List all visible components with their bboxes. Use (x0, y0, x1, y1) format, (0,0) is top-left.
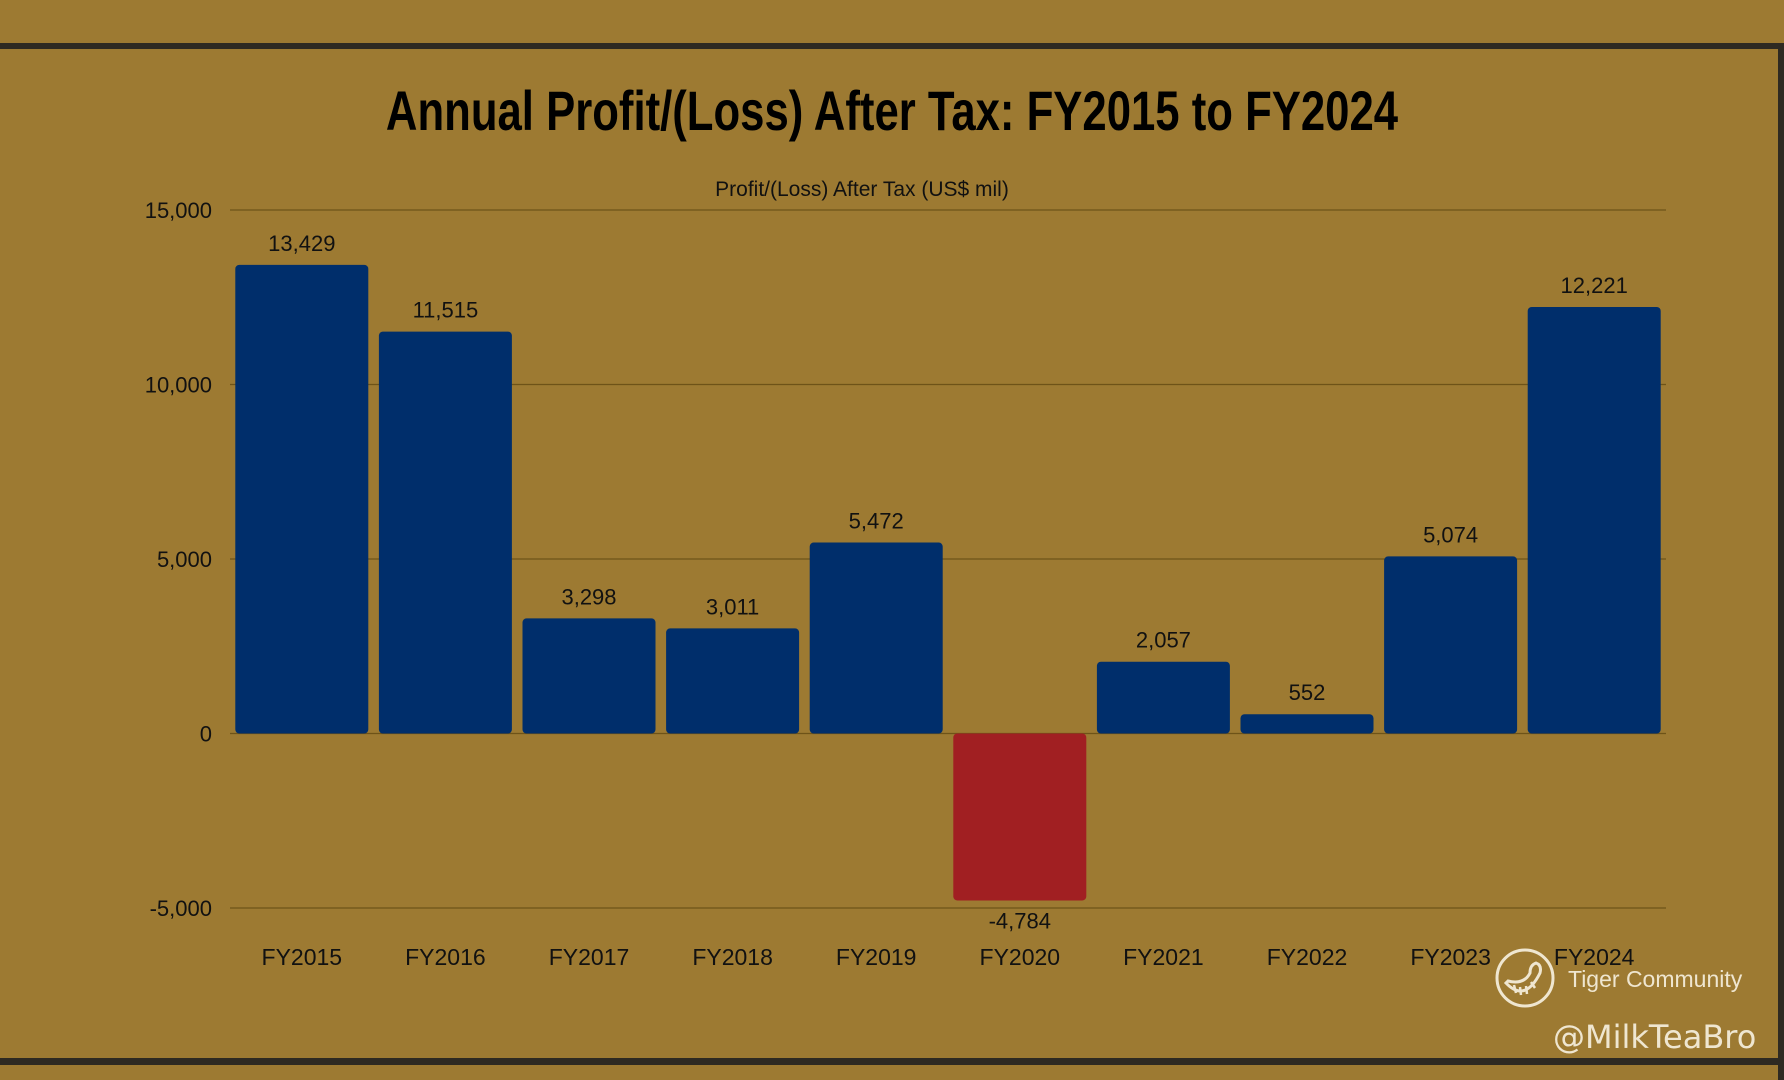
bar-fy2018 (666, 628, 800, 734)
data-label: 3,298 (561, 584, 616, 609)
bar-fy2019 (809, 542, 943, 734)
x-tick-label: FY2020 (980, 944, 1061, 970)
frame-right-border (1778, 43, 1784, 1080)
data-label: 11,515 (413, 298, 479, 323)
bar-fy2015 (235, 264, 369, 734)
data-label: 2,057 (1136, 628, 1191, 653)
y-tick-label: 10,000 (145, 373, 212, 398)
x-tick-label: FY2018 (692, 944, 773, 970)
x-tick-label: FY2016 (405, 944, 486, 970)
y-tick-label: 15,000 (145, 198, 212, 223)
tiger-logo-icon (1494, 947, 1556, 1009)
bar-fy2016 (378, 331, 512, 734)
data-label: 3,011 (706, 594, 759, 619)
bar-fy2017 (522, 618, 656, 734)
data-label: 5,074 (1423, 522, 1478, 547)
data-label: 13,429 (268, 231, 335, 256)
watermark-user: @MilkTeaBro (1553, 1018, 1757, 1056)
data-label: 5,472 (849, 509, 904, 534)
data-label: -4,784 (989, 908, 1051, 933)
y-tick-label: 5,000 (157, 547, 212, 572)
x-tick-label: FY2017 (549, 944, 630, 970)
bar-fy2021 (1096, 661, 1230, 734)
x-tick-label: FY2022 (1267, 944, 1348, 970)
bar-fy2020 (953, 733, 1087, 901)
bar-fy2023 (1384, 556, 1518, 734)
x-tick-label: FY2015 (262, 944, 343, 970)
x-tick-label: FY2023 (1410, 944, 1491, 970)
data-label: 12,221 (1561, 273, 1628, 298)
y-tick-label: -5,000 (150, 896, 212, 921)
x-tick-label: FY2021 (1123, 944, 1204, 970)
x-tick-label: FY2019 (836, 944, 917, 970)
frame-bottom-border (0, 1058, 1784, 1065)
x-tick-label: FY2024 (1554, 944, 1635, 970)
watermark-brand: Tiger Community (1568, 966, 1743, 992)
bar-fy2024 (1527, 306, 1661, 734)
chart-subtitle: Profit/(Loss) After Tax (US$ mil) (715, 178, 1009, 201)
frame-top-border (0, 43, 1784, 49)
y-tick-label: 0 (200, 722, 212, 747)
data-label: 552 (1289, 680, 1326, 705)
bar-fy2022 (1240, 714, 1374, 734)
chart-title: Annual Profit/(Loss) After Tax: FY2015 t… (385, 79, 1399, 142)
